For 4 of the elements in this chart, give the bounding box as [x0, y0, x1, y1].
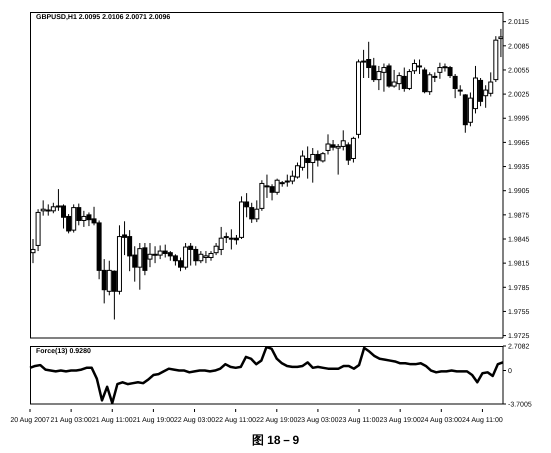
caption: 图 18－9	[250, 432, 300, 449]
line-series	[28, 346, 504, 404]
candlestick	[458, 84, 463, 96]
candlestick	[452, 73, 458, 99]
